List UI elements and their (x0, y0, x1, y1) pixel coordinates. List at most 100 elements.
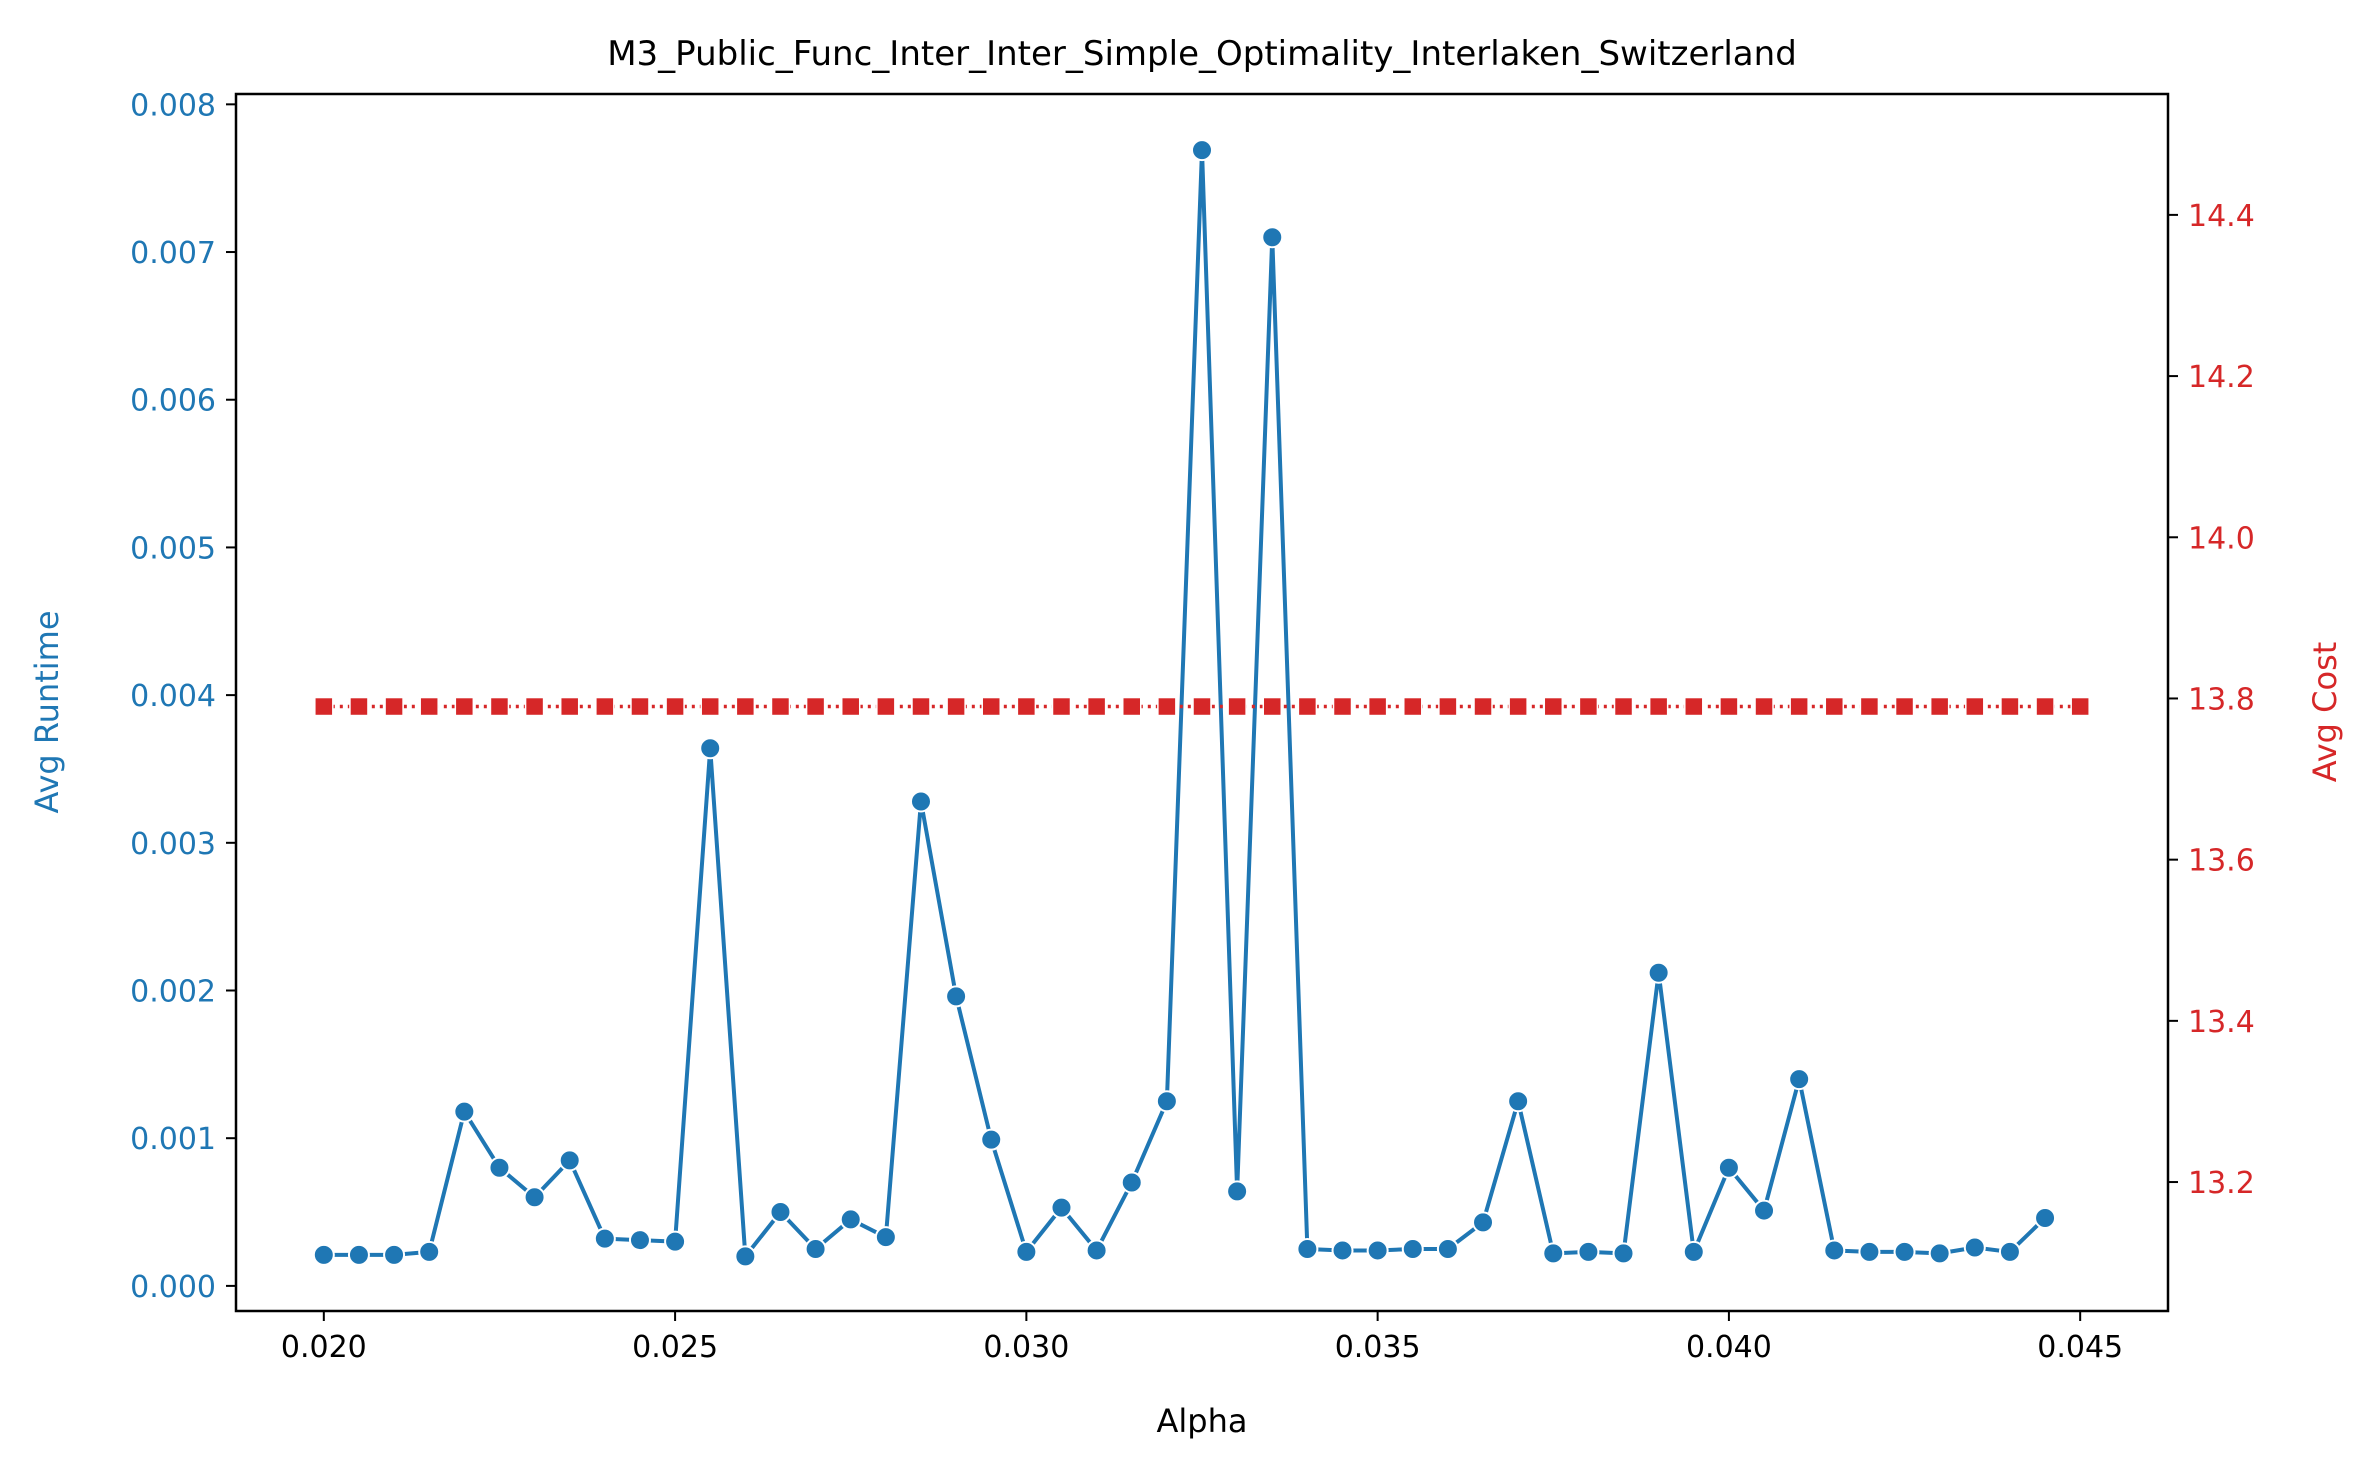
runtime-point (980, 1128, 1003, 1151)
runtime-point (1858, 1240, 1881, 1263)
cost-point (1648, 696, 1669, 717)
x-tick-label: 0.025 (632, 1330, 718, 1365)
runtime-point (1472, 1211, 1495, 1234)
cost-point (2000, 696, 2020, 717)
cost-point (1789, 696, 1809, 717)
y-left-tick-label: 0.002 (130, 975, 216, 1010)
runtime-point (874, 1226, 897, 1249)
runtime-point (1261, 226, 1284, 249)
cost-point (1894, 696, 1915, 717)
y-left-tick-label: 0.005 (130, 531, 216, 566)
runtime-point (1647, 961, 1670, 984)
x-tick-label: 0.035 (1335, 1330, 1421, 1365)
y-right-tick-label: 13.6 (2188, 844, 2255, 879)
chart-title: M3_Public_Func_Inter_Inter_Simple_Optima… (607, 34, 1797, 74)
cost-point (1719, 696, 1739, 717)
cost-point (1192, 696, 1212, 717)
runtime-point (839, 1208, 862, 1231)
cost-point (981, 696, 1001, 717)
runtime-point (1682, 1240, 1705, 1263)
runtime-point (1788, 1068, 1811, 1091)
y-left-tick-label: 0.004 (130, 679, 216, 714)
runtime-point (1050, 1196, 1073, 1219)
y-axis-left: 0.000 0.001 0.002 0.003 0.004 0.005 0.006 0.007… (130, 88, 236, 1305)
cost-point (700, 696, 720, 717)
runtime-point (1401, 1237, 1424, 1260)
y-left-tick-label: 0.008 (130, 88, 216, 123)
cost-point (1473, 696, 1493, 717)
runtime-point (1717, 1156, 1740, 1179)
cost-point (384, 696, 404, 717)
cost-point (2070, 696, 2090, 717)
y-axis-left-label: Avg Runtime (28, 610, 66, 813)
x-tick-label: 0.030 (983, 1330, 1069, 1365)
y-right-tick-label: 13.4 (2188, 1005, 2255, 1040)
runtime-point (1753, 1199, 1776, 1222)
y-right-tick-label: 14.4 (2188, 199, 2255, 234)
runtime-point (488, 1156, 511, 1179)
runtime-point (312, 1243, 335, 1266)
runtime-point (1542, 1242, 1565, 1265)
cost-point (489, 696, 510, 717)
cost-point (349, 696, 369, 717)
cost-point (1824, 696, 1845, 717)
runtime-point (664, 1230, 687, 1253)
cost-point (770, 696, 791, 717)
y-left-tick-label: 0.003 (130, 827, 216, 862)
y-right-tick-label: 13.8 (2188, 682, 2255, 717)
cost-point (524, 696, 545, 717)
runtime-point (1436, 1237, 1459, 1260)
y-right-tick-label: 13.2 (2188, 1166, 2255, 1201)
cost-point (1613, 696, 1634, 717)
y-axis-right: 13.2 13.4 13.6 13.8 14.0 14.2 14.4 (2168, 199, 2255, 1201)
cost-point (1508, 696, 1528, 717)
runtime-point (383, 1243, 406, 1266)
cost-point (876, 696, 896, 717)
runtime-point (558, 1149, 581, 1172)
cost-point (665, 696, 685, 717)
x-axis-label: Alpha (1157, 1402, 1248, 1440)
cost-point (946, 696, 966, 717)
cost-point (1297, 696, 1318, 717)
cost-point (1121, 696, 1142, 717)
runtime-point (1893, 1240, 1916, 1263)
cost-point (1367, 696, 1388, 717)
x-tick-label: 0.020 (281, 1330, 367, 1365)
cost-point (559, 696, 580, 717)
runtime-point (1928, 1242, 1951, 1265)
runtime-point (1331, 1239, 1354, 1262)
runtime-point (769, 1201, 792, 1224)
runtime-point (1577, 1240, 1600, 1263)
cost-point (1227, 696, 1247, 717)
runtime-point (1612, 1242, 1635, 1265)
runtime-point (909, 790, 932, 813)
cost-point (1403, 696, 1423, 717)
cost-point (1754, 696, 1774, 717)
runtime-point (1823, 1239, 1846, 1262)
cost-point (735, 696, 756, 717)
runtime-point (804, 1237, 827, 1260)
y-right-tick-label: 14.0 (2188, 521, 2255, 556)
plot-border (234, 92, 2170, 1313)
runtime-line (323, 148, 2047, 1259)
runtime-point (418, 1240, 441, 1263)
runtime-point (523, 1186, 546, 1209)
cost-point (1157, 696, 1177, 717)
runtime-point (1226, 1180, 1249, 1203)
cost-point (1859, 696, 1880, 717)
runtime-point (945, 985, 968, 1008)
y-axis-right-label: Avg Cost (2306, 642, 2344, 783)
y-left-tick-label: 0.007 (130, 236, 216, 271)
y-right-tick-label: 14.2 (2188, 360, 2255, 395)
cost-point (419, 696, 439, 717)
cost-point (1684, 696, 1704, 717)
runtime-point (734, 1245, 757, 1268)
cost-point (454, 696, 475, 717)
cost-point (1086, 696, 1107, 717)
runtime-point (347, 1243, 370, 1266)
runtime-point (2034, 1206, 2057, 1229)
y-left-tick-label: 0.000 (130, 1270, 216, 1305)
runtime-point (1296, 1237, 1319, 1260)
runtime-point (1155, 1090, 1178, 1113)
